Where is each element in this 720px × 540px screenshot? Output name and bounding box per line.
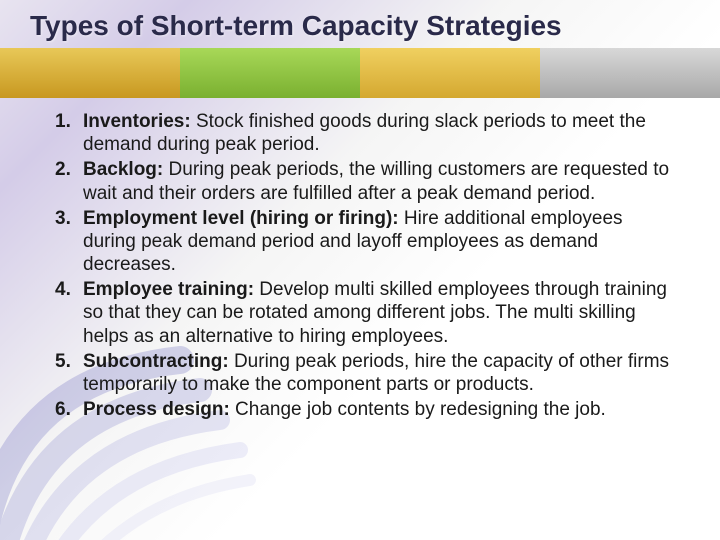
list-item: Subcontracting: During peak periods, hir…	[55, 350, 680, 396]
slide-title: Types of Short-term Capacity Strategies	[30, 10, 690, 42]
item-term: Process design:	[83, 399, 230, 420]
list-item: Inventories: Stock finished goods during…	[55, 110, 680, 156]
list-item: Employment level (hiring or firing): Hir…	[55, 207, 680, 277]
content-area: Inventories: Stock finished goods during…	[0, 110, 720, 421]
banner-segment	[360, 48, 540, 98]
banner-segment	[180, 48, 360, 98]
item-term: Inventories:	[83, 111, 191, 132]
slide-container: Types of Short-term Capacity Strategies …	[0, 0, 720, 540]
banner-segment	[540, 48, 720, 98]
item-desc: Change job contents by redesigning the j…	[230, 399, 606, 420]
item-desc: During peak periods, the willing custome…	[83, 159, 669, 203]
title-area: Types of Short-term Capacity Strategies	[0, 0, 720, 48]
item-term: Backlog:	[83, 159, 163, 180]
banner-segment	[0, 48, 180, 98]
strategy-list: Inventories: Stock finished goods during…	[55, 110, 680, 421]
item-term: Subcontracting:	[83, 351, 229, 372]
list-item: Backlog: During peak periods, the willin…	[55, 158, 680, 204]
item-term: Employee training:	[83, 279, 254, 300]
list-item: Process design: Change job contents by r…	[55, 398, 680, 421]
list-item: Employee training: Develop multi skilled…	[55, 278, 680, 348]
image-banner	[0, 48, 720, 98]
item-term: Employment level (hiring or firing):	[83, 208, 399, 229]
